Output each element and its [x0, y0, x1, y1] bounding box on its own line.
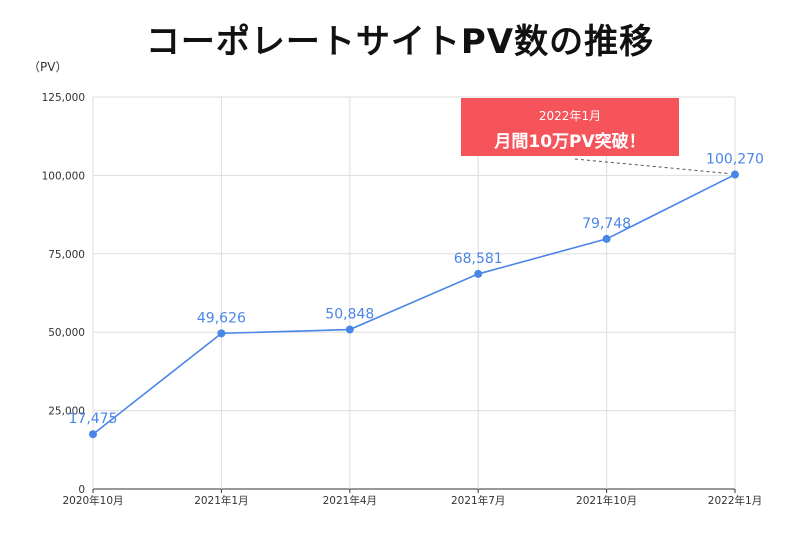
data-label: 49,626	[197, 310, 246, 326]
x-tick-label: 2021年1月	[194, 494, 248, 507]
y-tick-label: 100,000	[42, 170, 85, 182]
x-tick-label: 2020年10月	[62, 494, 123, 507]
series-line	[92, 173, 736, 435]
y-tick-label: 125,000	[42, 92, 85, 104]
callout-date: 2022年1月	[538, 109, 602, 123]
callout-leader-line	[574, 158, 730, 175]
data-point	[89, 430, 97, 439]
y-tick-label: 75,000	[48, 249, 85, 261]
x-tick-label: 2021年10月	[576, 494, 637, 507]
x-tick-label: 2022年1月	[708, 494, 762, 507]
data-label: 100,270	[706, 152, 764, 168]
y-tick-label: 50,000	[48, 327, 85, 339]
data-label: 68,581	[454, 251, 503, 267]
data-point	[731, 170, 739, 179]
data-point	[345, 325, 354, 334]
x-tick-label: 2021年7月	[451, 494, 505, 507]
data-label: 50,848	[325, 307, 374, 323]
data-point	[217, 329, 226, 338]
data-point	[474, 269, 483, 278]
data-label: 17,475	[69, 411, 118, 427]
x-tick-label: 2021年4月	[323, 494, 377, 507]
milestone-callout: 2022年1月 月間10万PV突破！	[461, 98, 679, 156]
callout-message: 月間10万PV突破！	[494, 132, 646, 152]
chart-title: コーポレートサイトPV数の推移	[145, 22, 655, 62]
y-axis-unit-label: （PV）	[28, 60, 68, 74]
y-tick-label: 25,000	[48, 406, 85, 418]
y-tick-label: 0	[78, 484, 85, 496]
data-point	[602, 234, 611, 243]
data-label: 79,748	[582, 216, 631, 232]
